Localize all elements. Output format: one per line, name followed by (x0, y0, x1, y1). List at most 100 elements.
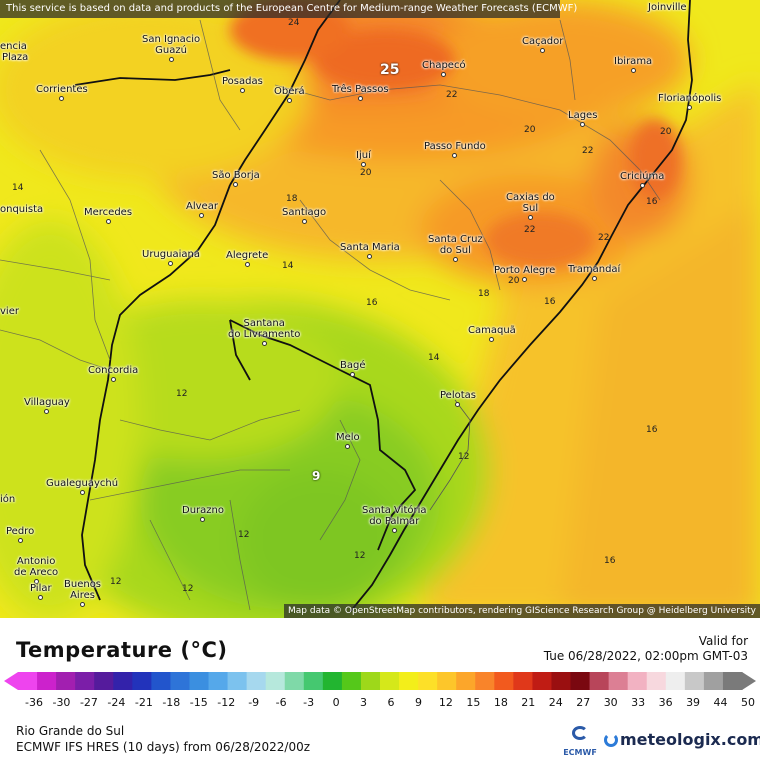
isoline-label: 12 (176, 389, 188, 399)
city-label: Três Passos (332, 84, 389, 101)
city-label: Oberá (274, 86, 305, 103)
city-label: Gualeguaychú (46, 478, 118, 495)
isoline-label: 18 (478, 289, 490, 299)
city-label: São Borja (212, 170, 260, 187)
scale-color-step (513, 672, 533, 690)
scale-color-step (341, 672, 362, 690)
city-label: Porto Alegre (494, 265, 555, 282)
city-label: Chapecó (422, 60, 466, 77)
legend-tick-label: 39 (686, 696, 701, 709)
city-label: Antonio de Areco (14, 556, 58, 584)
scale-color-step (360, 672, 381, 690)
scale-color-step (132, 672, 152, 690)
valid-label: Valid for (698, 634, 748, 648)
city-label: ión (0, 494, 16, 505)
legend-tick-label: 15 (466, 696, 481, 709)
city-label: Buenos Aires (64, 579, 101, 607)
meteologix-icon (604, 733, 618, 747)
scale-color-step (227, 672, 248, 690)
isoline-label: 22 (446, 90, 458, 100)
legend-tick-label: 33 (631, 696, 646, 709)
scale-color-step (418, 672, 438, 690)
scale-color-step (456, 672, 476, 690)
isoline-label: 16 (646, 197, 658, 207)
meteologix-logo[interactable]: meteologix.com (604, 730, 760, 749)
isoline-label: 22 (524, 225, 536, 235)
city-label: vier (0, 306, 19, 317)
model-run-info: ECMWF IFS HRES (10 days) from 06/28/2022… (16, 740, 311, 754)
scale-color-step (284, 672, 305, 690)
isoline-label: 16 (646, 425, 658, 435)
legend-tick-labels: -36 -30 -27 -24 -21 -18 -15 -12 -9 -6 -3 0 3 6 9 12 15 18… (0, 696, 760, 710)
isoline-label: 24 (288, 18, 300, 28)
scale-color-step (265, 672, 286, 690)
city-label: Tramandaí (568, 264, 620, 281)
isoline-label: 20 (360, 168, 372, 178)
scale-color-step (627, 672, 648, 690)
legend-tick-label: 18 (493, 696, 508, 709)
ecmwf-logo[interactable]: ECMWF (562, 726, 598, 757)
city-label: Pilar (30, 583, 52, 600)
legend-tick-label: -15 (189, 696, 208, 709)
scale-color-step (37, 672, 57, 690)
scale-color-step (551, 672, 572, 690)
city-label: Concordia (88, 365, 138, 382)
legend-tick-label: -3 (303, 696, 315, 709)
isoline-label: 14 (428, 353, 440, 363)
city-label: Joinville (648, 2, 687, 13)
legend-tick-label: 24 (548, 696, 563, 709)
legend-tick-label: -27 (79, 696, 98, 709)
legend-tick-label: -9 (248, 696, 260, 709)
ecmwf-notice: This service is based on data and produc… (0, 0, 577, 18)
scale-color-step (18, 672, 38, 690)
scale-color-step (475, 672, 495, 690)
legend-tick-label: 6 (387, 696, 395, 709)
isoline-label: 12 (110, 577, 122, 587)
city-label: Santa Maria (340, 242, 400, 259)
isoline-label: 16 (544, 297, 556, 307)
valid-time: Tue 06/28/2022, 02:00pm GMT-03 (543, 649, 748, 663)
city-label: Posadas (222, 76, 263, 93)
scale-color-step (303, 672, 324, 690)
legend-tick-label: -24 (107, 696, 126, 709)
isoline-label: 16 (366, 298, 378, 308)
city-label: Ibirama (614, 56, 652, 73)
legend-tick-label: 30 (603, 696, 618, 709)
city-label: Caçador (522, 36, 563, 53)
temperature-color-scale (4, 672, 756, 690)
isoline-label: 25 (380, 62, 400, 78)
scale-color-step (75, 672, 95, 690)
legend-tick-label: 36 (658, 696, 673, 709)
isoline-label: 16 (604, 556, 616, 566)
city-label: Santana do Livramento (228, 318, 300, 346)
scale-color-step (437, 672, 457, 690)
ecmwf-mark-icon (572, 726, 588, 740)
legend-tick-label: 50 (741, 696, 755, 709)
scale-color-step (703, 672, 724, 690)
scale-color-step (494, 672, 514, 690)
city-label: Plaza (2, 52, 29, 63)
map-attribution: Map data © OpenStreetMap contributors, r… (284, 604, 760, 618)
city-label: Corrientes (36, 84, 88, 101)
region-name: Rio Grande do Sul (16, 724, 125, 738)
isoline-label: 20 (508, 276, 520, 286)
scale-color-step (113, 672, 133, 690)
scale-max-arrow (742, 672, 756, 690)
scale-color-step (246, 672, 267, 690)
city-label: Santa Vitória do Palmar (362, 505, 427, 533)
map-title: Temperature (°C) (16, 638, 228, 662)
city-label: Criciúma (620, 171, 664, 188)
temperature-map[interactable]: This service is based on data and produc… (0, 0, 760, 618)
scale-color-step (589, 672, 610, 690)
isoline-label: 20 (660, 127, 672, 137)
scale-color-step (399, 672, 419, 690)
scale-color-step (170, 672, 190, 690)
scale-min-arrow (4, 672, 18, 690)
isoline-label: 12 (458, 452, 470, 462)
legend-tick-label: 44 (713, 696, 728, 709)
legend-tick-label: 3 (360, 696, 368, 709)
city-label: Caxias do Sul (506, 192, 555, 220)
isoline-label: 12 (238, 530, 250, 540)
meteologix-logo-text: meteologix.com (620, 730, 760, 749)
city-label: Lages (568, 110, 597, 127)
